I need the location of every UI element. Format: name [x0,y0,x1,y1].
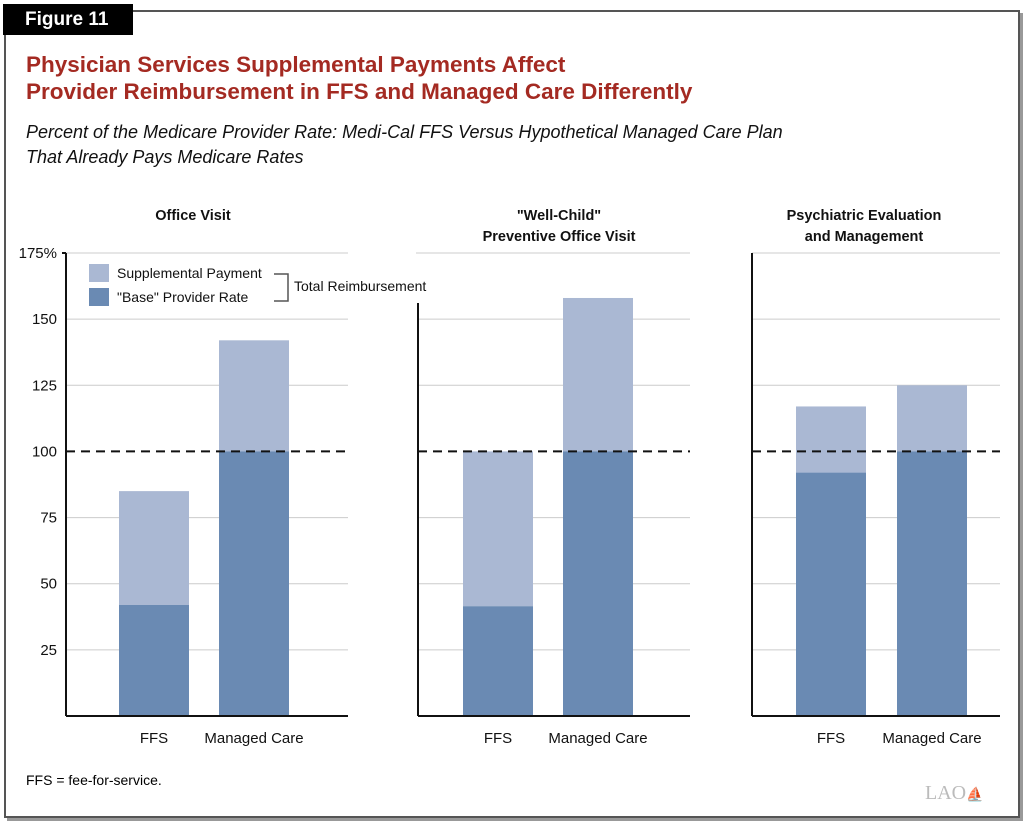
x-category-label: Managed Care [882,730,981,747]
panel-title: "Well-Child" [517,208,601,224]
y-tick-label: 75 [40,510,57,527]
y-tick-label: 100 [32,443,57,460]
bar-base [796,472,866,716]
bar-base [463,606,533,716]
bar-supplemental [463,451,533,607]
legend-swatch-base [89,288,109,306]
legend-label: Supplemental Payment [117,265,262,281]
bar-base [119,604,189,716]
chart-subtitle: Percent of the Medicare Provider Rate: M… [26,120,783,170]
y-tick-label: 175% [19,245,57,262]
panel-title: and Management [805,229,924,245]
y-tick-label: 125 [32,377,57,394]
legend-label: "Base" Provider Rate [117,289,249,305]
subtitle-line-2: That Already Pays Medicare Rates [26,147,304,167]
x-category-label: FFS [817,730,845,747]
legend-swatch-supplemental [89,264,109,282]
legend-bracket-label: Total Reimbursement [294,278,426,294]
chart-title: Physician Services Supplemental Payments… [26,51,692,105]
y-tick-label: 25 [40,642,57,659]
bar-supplemental [897,385,967,452]
figure-label: Figure 11 [3,4,133,35]
y-tick-label: 50 [40,576,57,593]
title-line-2: Provider Reimbursement in FFS and Manage… [26,79,693,104]
bar-supplemental [119,491,189,605]
footnote: FFS = fee-for-service. [26,772,162,788]
x-category-label: Managed Care [548,730,647,747]
bar-base [563,451,633,716]
subtitle-line-1: Percent of the Medicare Provider Rate: M… [26,122,783,142]
x-category-label: FFS [484,730,512,747]
bar-base [897,451,967,716]
x-category-label: FFS [140,730,168,747]
bar-base [219,451,289,716]
legend-bracket [274,273,289,302]
panel-title: Preventive Office Visit [483,229,636,245]
bar-supplemental [796,406,866,473]
y-tick-label: 150 [32,311,57,328]
lao-logo: LAO⛵ [925,782,984,804]
bar-supplemental [219,340,289,452]
panel-title: Psychiatric Evaluation [787,208,942,224]
bar-supplemental [563,297,633,452]
title-line-1: Physician Services Supplemental Payments… [26,52,566,77]
panel-title: Office Visit [155,208,231,224]
x-category-label: Managed Care [204,730,303,747]
